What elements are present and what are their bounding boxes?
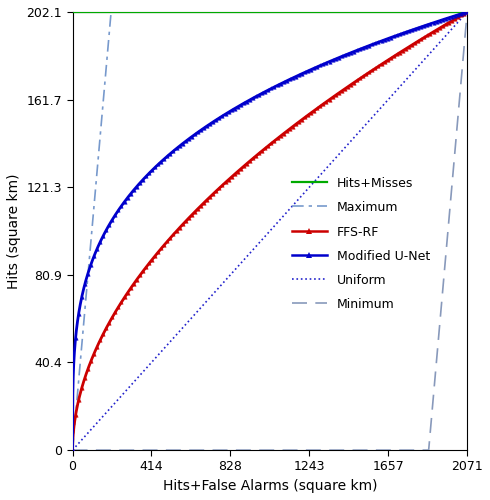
Legend: Hits+Misses, Maximum, FFS-RF, Modified U-Net, Uniform, Minimum: Hits+Misses, Maximum, FFS-RF, Modified U… bbox=[287, 172, 435, 316]
Y-axis label: Hits (square km): Hits (square km) bbox=[7, 174, 21, 289]
X-axis label: Hits+False Alarms (square km): Hits+False Alarms (square km) bbox=[163, 479, 377, 493]
